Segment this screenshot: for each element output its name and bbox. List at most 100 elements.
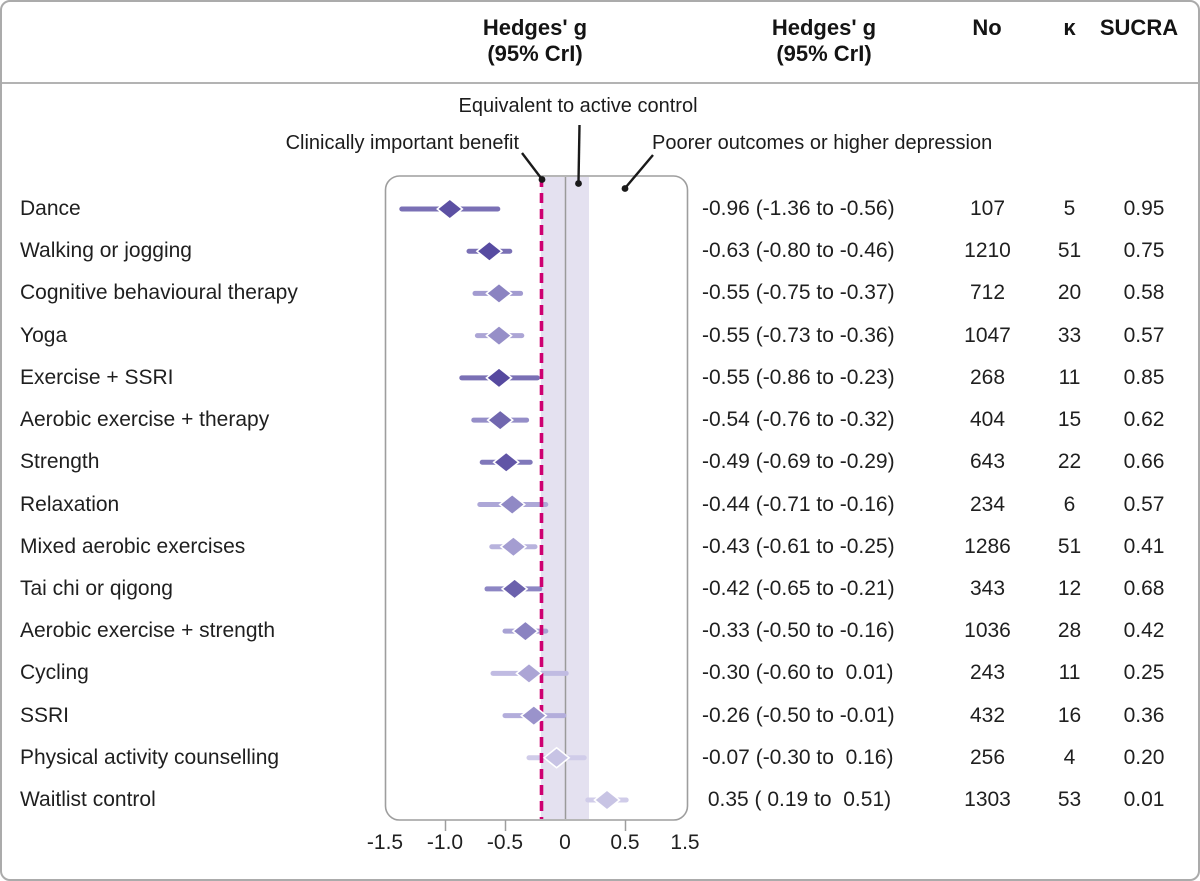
treatment-label: Exercise + SSRI bbox=[20, 365, 174, 389]
sucra-value: 0.41 bbox=[1123, 534, 1165, 558]
x-axis-tick-label: 1.5 bbox=[670, 831, 700, 854]
treatment-label: Aerobic exercise + strength bbox=[20, 619, 276, 643]
treatment-label: Tai chi or qigong bbox=[20, 576, 173, 600]
column-header-plot-effect-line1: Hedges' g bbox=[482, 15, 588, 40]
effect-ci-value: -0.26 (-0.50 to -0.01) bbox=[702, 703, 895, 727]
effect-diamond bbox=[500, 577, 529, 600]
sucra-value: 0.58 bbox=[1123, 281, 1165, 305]
annotation-poorer-outcomes: Poorer outcomes or higher depression bbox=[652, 132, 993, 154]
sucra-value: 0.62 bbox=[1123, 408, 1165, 432]
n-participants-value: 712 bbox=[969, 281, 1006, 305]
effect-ci-value: 0.35 ( 0.19 to 0.51) bbox=[702, 788, 892, 811]
kappa-studies-value: 5 bbox=[1063, 197, 1076, 220]
n-participants-value: 1036 bbox=[964, 619, 1011, 643]
effect-ci-value: -0.54 (-0.76 to -0.32) bbox=[702, 408, 895, 432]
pointer-clinical-dot bbox=[538, 176, 546, 183]
kappa-studies-value: 11 bbox=[1058, 661, 1081, 685]
effect-diamond bbox=[485, 366, 513, 389]
n-participants-value: 1303 bbox=[964, 788, 1011, 811]
column-header-text-effect-line2: (95% CrI) bbox=[776, 41, 872, 66]
sucra-value: 0.85 bbox=[1123, 365, 1165, 389]
kappa-studies-value: 16 bbox=[1057, 703, 1082, 727]
sucra-value: 0.20 bbox=[1123, 745, 1165, 769]
treatment-label: Aerobic exercise + therapy bbox=[20, 408, 270, 432]
kappa-studies-value: 11 bbox=[1058, 365, 1081, 389]
treatment-label: Relaxation bbox=[20, 492, 120, 516]
pointer-equivalent-dot bbox=[575, 180, 582, 187]
n-participants-value: 268 bbox=[969, 365, 1006, 389]
sucra-value: 0.25 bbox=[1123, 661, 1165, 685]
effect-diamond bbox=[436, 197, 464, 221]
n-participants-value: 234 bbox=[969, 492, 1006, 516]
kappa-studies-value: 53 bbox=[1057, 788, 1082, 811]
effect-diamond bbox=[499, 535, 528, 558]
kappa-studies-value: 28 bbox=[1057, 619, 1082, 643]
column-header-plot-effect-line2: (95% CrI) bbox=[487, 41, 583, 66]
annotation-equivalent: Equivalent to active control bbox=[458, 95, 698, 117]
n-participants-value: 432 bbox=[969, 703, 1006, 727]
effect-ci-value: -0.33 (-0.50 to -0.16) bbox=[702, 619, 895, 643]
effect-diamond bbox=[515, 662, 543, 685]
kappa-studies-value: 4 bbox=[1063, 745, 1076, 769]
n-participants-value: 404 bbox=[969, 408, 1006, 432]
n-participants-value: 107 bbox=[969, 197, 1006, 220]
effect-ci-value: -0.43 (-0.61 to -0.25) bbox=[702, 534, 895, 558]
effect-ci-value: -0.44 (-0.71 to -0.16) bbox=[702, 492, 895, 516]
treatment-label: Strength bbox=[20, 450, 100, 474]
effect-diamond bbox=[485, 324, 513, 347]
n-participants-value: 1286 bbox=[964, 534, 1011, 558]
sucra-value: 0.42 bbox=[1123, 619, 1165, 643]
column-header-plot-effect: Hedges' g (95% CrI) bbox=[435, 15, 635, 67]
header-divider bbox=[2, 82, 1198, 84]
sucra-value: 0.57 bbox=[1123, 492, 1165, 516]
n-participants-value: 643 bbox=[969, 450, 1006, 474]
x-axis-tick-label: -0.5 bbox=[486, 831, 524, 854]
n-participants-value: 343 bbox=[969, 576, 1006, 600]
column-header-no: No bbox=[972, 15, 1002, 40]
x-axis-tick-label: -1.0 bbox=[426, 831, 464, 854]
sucra-value: 0.57 bbox=[1123, 323, 1165, 347]
kappa-studies-value: 51 bbox=[1057, 239, 1082, 263]
sucra-value: 0.68 bbox=[1123, 576, 1165, 600]
n-participants-value: 256 bbox=[969, 745, 1006, 769]
kappa-studies-value: 20 bbox=[1057, 281, 1082, 305]
kappa-studies-value: 15 bbox=[1057, 408, 1082, 432]
treatment-label: Cycling bbox=[20, 661, 89, 685]
sucra-value: 0.01 bbox=[1123, 788, 1165, 811]
kappa-studies-value: 51 bbox=[1057, 534, 1082, 558]
effect-ci-value: -0.55 (-0.75 to -0.37) bbox=[702, 281, 895, 305]
kappa-studies-value: 6 bbox=[1063, 492, 1076, 516]
column-header-text-effect-line1: Hedges' g bbox=[771, 15, 877, 40]
effect-diamond bbox=[511, 620, 540, 643]
kappa-studies-value: 12 bbox=[1057, 576, 1082, 600]
effect-diamond bbox=[593, 788, 621, 812]
treatment-label: Walking or jogging bbox=[20, 239, 192, 263]
effect-ci-value: -0.49 (-0.69 to -0.29) bbox=[702, 450, 895, 474]
pointer-equivalent-line bbox=[577, 124, 581, 183]
n-participants-value: 1047 bbox=[964, 323, 1011, 347]
effect-diamond bbox=[542, 746, 571, 769]
x-axis-tick-label: 0 bbox=[559, 831, 571, 854]
x-axis-tick-label: 0.5 bbox=[610, 831, 640, 854]
effect-diamond bbox=[475, 240, 504, 263]
treatment-label: Mixed aerobic exercises bbox=[20, 534, 246, 558]
sucra-value: 0.36 bbox=[1123, 703, 1165, 727]
effect-ci-value: -0.63 (-0.80 to -0.46) bbox=[702, 239, 895, 263]
kappa-studies-value: 22 bbox=[1057, 450, 1082, 474]
pointer-poorer-line bbox=[625, 154, 654, 188]
effect-diamond bbox=[520, 704, 548, 727]
plot-box bbox=[384, 175, 689, 821]
x-axis-tick-label: -1.5 bbox=[366, 831, 404, 854]
effect-ci-value: -0.07 (-0.30 to 0.16) bbox=[702, 745, 894, 769]
effect-diamond bbox=[492, 451, 520, 474]
treatment-label: Yoga bbox=[20, 323, 68, 347]
effect-diamond bbox=[486, 409, 514, 432]
annotation-clinical-benefit: Clinically important benefit bbox=[285, 132, 519, 154]
n-participants-value: 1210 bbox=[964, 239, 1011, 263]
kappa-studies-value: 33 bbox=[1057, 323, 1082, 347]
column-header-sucra: SUCRA bbox=[1099, 15, 1179, 40]
treatment-label: Physical activity counselling bbox=[20, 745, 280, 769]
effect-ci-value: -0.55 (-0.73 to -0.36) bbox=[702, 323, 895, 347]
